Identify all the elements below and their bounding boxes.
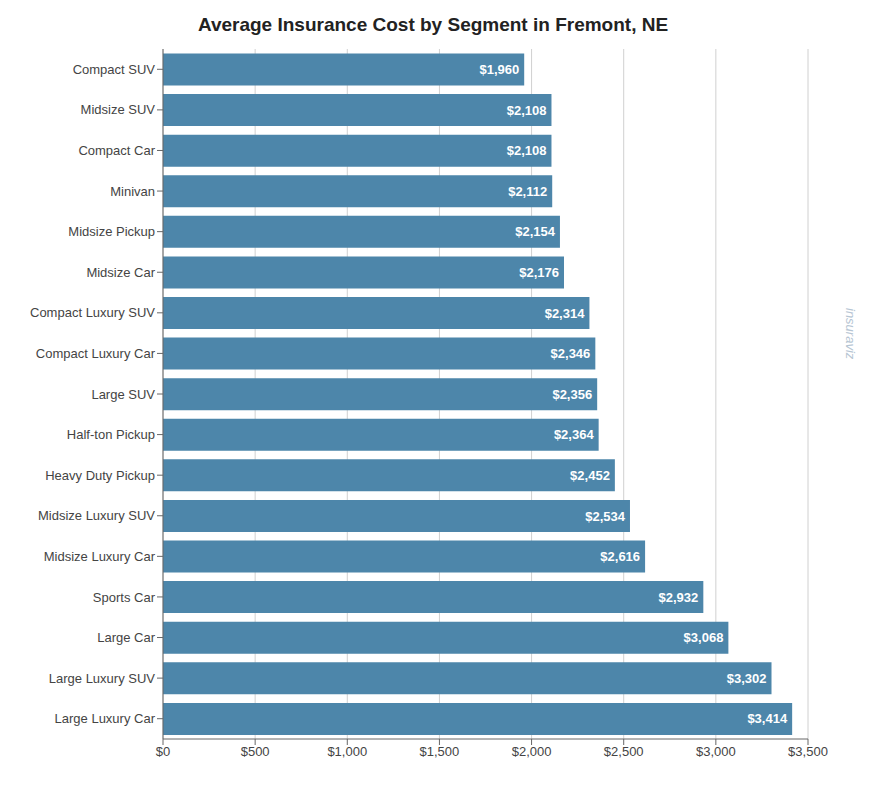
svg-text:$2,616: $2,616 bbox=[600, 549, 640, 564]
svg-text:$2,108: $2,108 bbox=[507, 103, 547, 118]
svg-text:$3,302: $3,302 bbox=[727, 671, 767, 686]
svg-text:$1,500: $1,500 bbox=[420, 744, 460, 759]
svg-text:Large SUV: Large SUV bbox=[91, 387, 155, 402]
svg-text:Compact Luxury Car: Compact Luxury Car bbox=[36, 346, 156, 361]
svg-text:$0: $0 bbox=[156, 744, 170, 759]
svg-text:Midsize Luxury Car: Midsize Luxury Car bbox=[44, 549, 156, 564]
svg-text:$2,108: $2,108 bbox=[507, 143, 547, 158]
svg-text:$2,000: $2,000 bbox=[512, 744, 552, 759]
svg-text:$2,154: $2,154 bbox=[515, 224, 556, 239]
svg-text:$500: $500 bbox=[241, 744, 270, 759]
svg-text:$2,346: $2,346 bbox=[551, 346, 591, 361]
svg-text:$3,068: $3,068 bbox=[684, 630, 724, 645]
svg-text:$3,500: $3,500 bbox=[788, 744, 828, 759]
svg-text:$2,932: $2,932 bbox=[659, 590, 699, 605]
svg-text:Large Luxury Car: Large Luxury Car bbox=[55, 711, 156, 726]
svg-text:$2,112: $2,112 bbox=[508, 184, 547, 199]
svg-text:Compact Car: Compact Car bbox=[78, 143, 155, 158]
svg-text:Sports Car: Sports Car bbox=[93, 590, 156, 605]
svg-text:$2,500: $2,500 bbox=[604, 744, 644, 759]
svg-text:$2,314: $2,314 bbox=[545, 306, 586, 321]
svg-text:$2,452: $2,452 bbox=[570, 468, 610, 483]
svg-text:Midsize Luxury SUV: Midsize Luxury SUV bbox=[38, 508, 155, 523]
svg-text:$2,364: $2,364 bbox=[554, 427, 595, 442]
svg-text:Heavy Duty Pickup: Heavy Duty Pickup bbox=[45, 468, 155, 483]
svg-text:$2,356: $2,356 bbox=[552, 387, 592, 402]
svg-text:$2,534: $2,534 bbox=[585, 509, 626, 524]
svg-text:Half-ton Pickup: Half-ton Pickup bbox=[67, 427, 155, 442]
svg-text:Compact SUV: Compact SUV bbox=[73, 62, 156, 77]
svg-text:Large Luxury SUV: Large Luxury SUV bbox=[49, 671, 156, 686]
svg-text:Large Car: Large Car bbox=[97, 630, 155, 645]
svg-text:Midsize SUV: Midsize SUV bbox=[81, 102, 156, 117]
svg-text:$1,000: $1,000 bbox=[327, 744, 367, 759]
svg-text:$2,176: $2,176 bbox=[519, 265, 559, 280]
svg-text:Midsize Car: Midsize Car bbox=[86, 265, 155, 280]
svg-text:Compact Luxury SUV: Compact Luxury SUV bbox=[30, 305, 155, 320]
svg-text:$3,000: $3,000 bbox=[696, 744, 736, 759]
svg-text:Midsize Pickup: Midsize Pickup bbox=[68, 224, 155, 239]
svg-text:$1,960: $1,960 bbox=[479, 62, 519, 77]
html-text:Average Insurance Cost by Segm: Average Insurance Cost by Segment in Fre… bbox=[197, 14, 669, 35]
svg-text:Minivan: Minivan bbox=[110, 184, 155, 199]
html-text:insuraviz: insuraviz bbox=[843, 308, 858, 360]
svg-text:$3,414: $3,414 bbox=[747, 711, 788, 726]
